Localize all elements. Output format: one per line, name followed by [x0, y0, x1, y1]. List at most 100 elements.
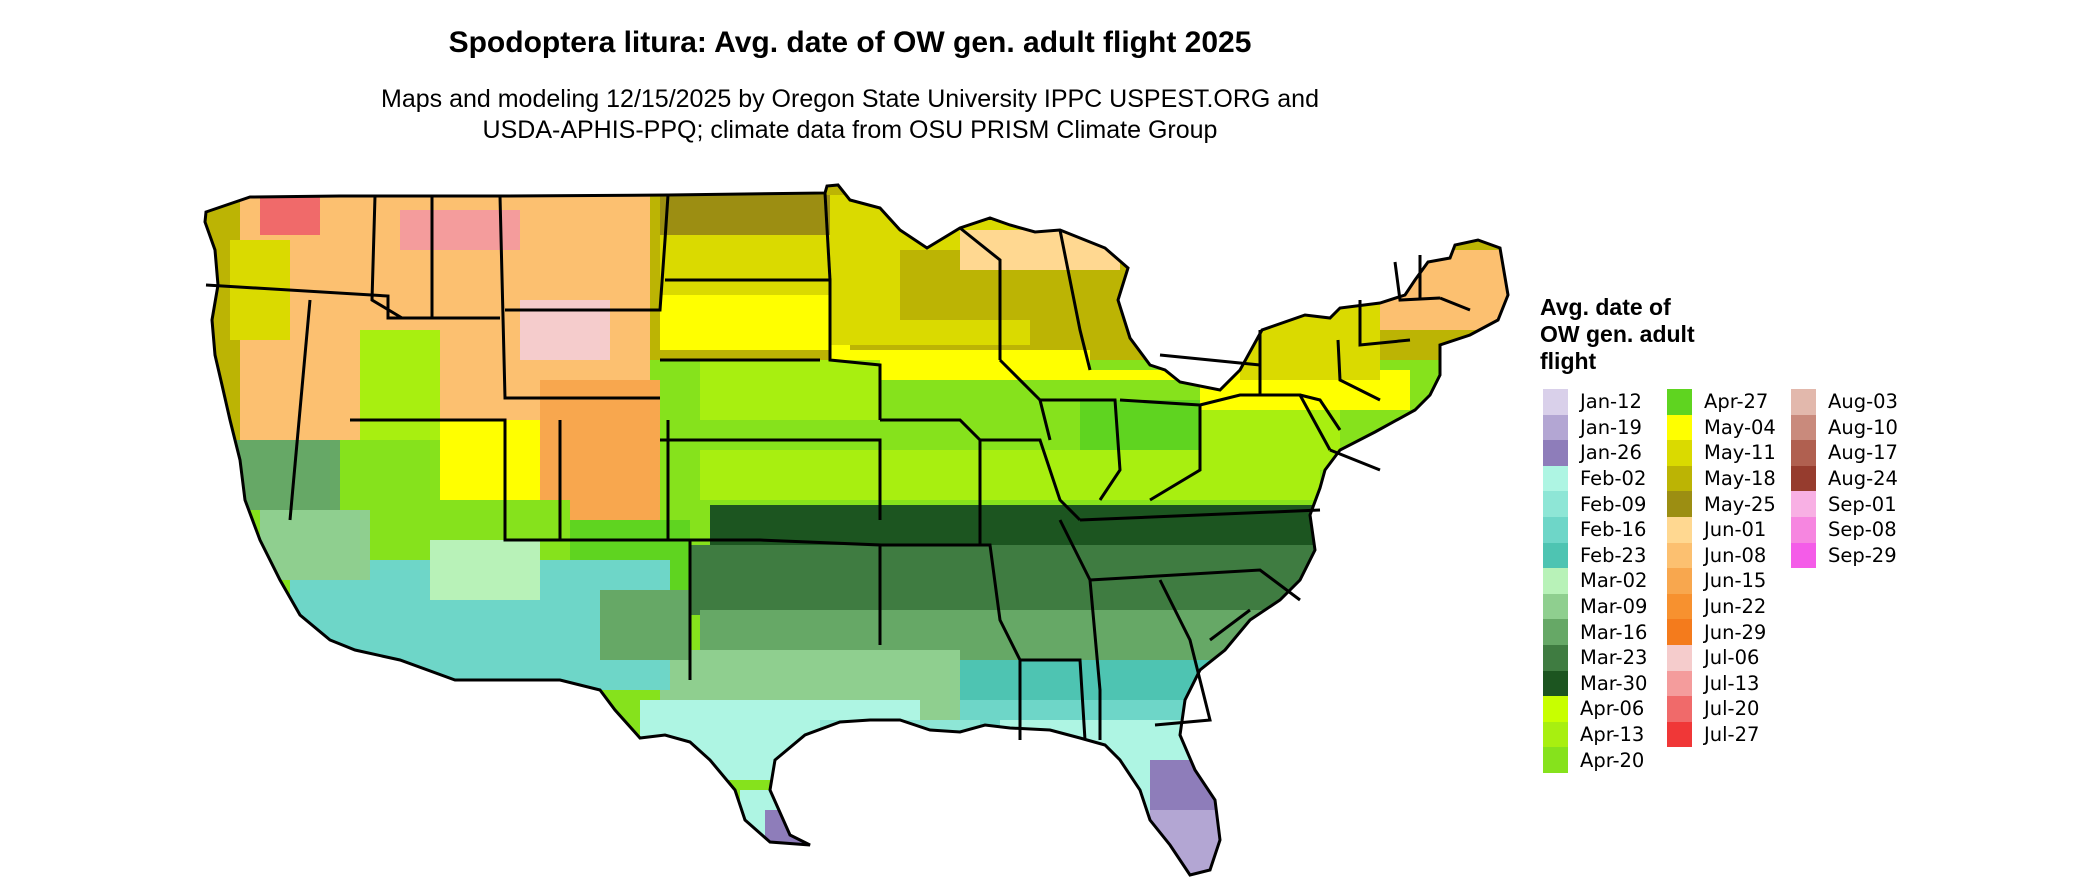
legend-item: Jan-19	[1543, 414, 1667, 441]
legend-item: Jul-06	[1667, 644, 1791, 671]
legend-label: Jul-27	[1704, 723, 1760, 747]
legend-item: Jun-01	[1667, 516, 1791, 543]
legend-swatch	[1667, 593, 1692, 620]
legend-label: Jul-13	[1704, 671, 1760, 695]
legend-column-3: Aug-03 Aug-10 Aug-17 Aug-24 Sep-01 Sep-08 Sep-…	[1791, 389, 1915, 773]
legend: Jan-12 Jan-19 Jan-26 Feb-02 Feb-09 Feb-16 Feb-…	[1543, 389, 1915, 773]
legend-item: Apr-20	[1543, 747, 1667, 773]
legend-item: Feb-02	[1543, 465, 1667, 492]
legend-label: Apr-06	[1580, 697, 1645, 721]
legend-item: May-18	[1667, 465, 1791, 492]
legend-swatch	[1543, 644, 1568, 671]
legend-label: Mar-02	[1580, 569, 1648, 593]
map-subtitle: Maps and modeling 12/15/2025 by Oregon S…	[0, 84, 1700, 146]
legend-title: Avg. date of OW gen. adult flight	[1540, 294, 1780, 375]
legend-swatch	[1791, 542, 1816, 569]
legend-label: Jun-08	[1704, 543, 1767, 567]
legend-item: Sep-01	[1791, 491, 1915, 517]
legend-label: Mar-09	[1580, 595, 1648, 619]
legend-item: Feb-09	[1543, 491, 1667, 517]
legend-swatch	[1791, 440, 1816, 466]
legend-swatch	[1667, 619, 1692, 645]
legend-item: Aug-10	[1791, 414, 1915, 441]
legend-item: Apr-13	[1543, 721, 1667, 748]
legend-swatch	[1543, 593, 1568, 620]
legend-item: May-11	[1667, 440, 1791, 466]
legend-label: Feb-23	[1580, 543, 1647, 567]
legend-item: Jan-26	[1543, 440, 1667, 466]
legend-swatch	[1543, 516, 1568, 543]
legend-label: Feb-09	[1580, 492, 1647, 516]
legend-item: Aug-24	[1791, 465, 1915, 492]
legend-swatch	[1543, 414, 1568, 441]
legend-label: Jan-26	[1580, 441, 1642, 465]
legend-item: Mar-02	[1543, 568, 1667, 594]
legend-swatch	[1791, 389, 1816, 415]
legend-item: May-04	[1667, 414, 1791, 441]
legend-swatch	[1543, 542, 1568, 569]
legend-item: Sep-29	[1791, 542, 1915, 569]
legend-title-line-3: flight	[1540, 348, 1597, 374]
legend-swatch	[1667, 542, 1692, 569]
legend-swatch	[1543, 721, 1568, 748]
legend-label: Sep-01	[1828, 492, 1897, 516]
legend-label: Aug-17	[1828, 441, 1898, 465]
legend-swatch	[1667, 389, 1692, 415]
legend-label: Jun-01	[1704, 518, 1767, 542]
legend-label: Mar-30	[1580, 671, 1648, 695]
legend-item: Aug-03	[1791, 389, 1915, 415]
legend-item: Apr-27	[1667, 389, 1791, 415]
legend-title-line-1: Avg. date of	[1540, 294, 1671, 320]
legend-swatch	[1667, 721, 1692, 748]
legend-label: May-18	[1704, 467, 1776, 491]
subtitle-line-1: Maps and modeling 12/15/2025 by Oregon S…	[381, 85, 1319, 113]
subtitle-line-2: USDA-APHIS-PPQ; climate data from OSU PR…	[482, 116, 1218, 144]
legend-item: Jul-27	[1667, 721, 1791, 748]
legend-label: Apr-20	[1580, 748, 1645, 772]
legend-label: Jun-29	[1704, 620, 1767, 644]
legend-label: Jun-22	[1704, 595, 1767, 619]
legend-label: Feb-16	[1580, 518, 1647, 542]
legend-swatch	[1543, 440, 1568, 466]
legend-item: Mar-30	[1543, 670, 1667, 697]
legend-item: Mar-09	[1543, 593, 1667, 620]
legend-column-1: Jan-12 Jan-19 Jan-26 Feb-02 Feb-09 Feb-16 Feb-…	[1543, 389, 1667, 773]
legend-label: Aug-24	[1828, 467, 1898, 491]
legend-swatch	[1791, 414, 1816, 441]
legend-item: Apr-06	[1543, 696, 1667, 722]
state-borders	[203, 183, 1510, 877]
legend-item: Jul-20	[1667, 696, 1791, 722]
legend-swatch	[1667, 414, 1692, 441]
legend-label: May-25	[1704, 492, 1776, 516]
legend-swatch	[1543, 619, 1568, 645]
legend-swatch	[1791, 491, 1816, 517]
legend-swatch	[1543, 670, 1568, 697]
legend-item: Mar-23	[1543, 644, 1667, 671]
legend-item: Feb-16	[1543, 516, 1667, 543]
legend-swatch	[1543, 696, 1568, 722]
legend-swatch	[1667, 516, 1692, 543]
legend-item: Jan-12	[1543, 389, 1667, 415]
legend-label: Jan-19	[1580, 415, 1642, 439]
legend-item: Jun-22	[1667, 593, 1791, 620]
legend-item: Aug-17	[1791, 440, 1915, 466]
legend-swatch	[1791, 465, 1816, 492]
legend-label: Jan-12	[1580, 390, 1642, 414]
legend-swatch	[1667, 465, 1692, 492]
legend-label: Aug-10	[1828, 415, 1898, 439]
legend-swatch	[1791, 516, 1816, 543]
legend-item: Feb-23	[1543, 542, 1667, 569]
legend-swatch	[1543, 465, 1568, 492]
legend-swatch	[1667, 644, 1692, 671]
legend-label: Apr-13	[1580, 723, 1645, 747]
legend-item: Jun-08	[1667, 542, 1791, 569]
legend-label: Sep-08	[1828, 518, 1897, 542]
legend-label: Sep-29	[1828, 543, 1897, 567]
legend-item: Mar-16	[1543, 619, 1667, 645]
legend-item: Jun-29	[1667, 619, 1791, 645]
legend-swatch	[1667, 440, 1692, 466]
legend-swatch	[1667, 491, 1692, 517]
legend-title-line-2: OW gen. adult	[1540, 321, 1695, 347]
legend-column-2: Apr-27 May-04 May-11 May-18 May-25 Jun-01 Jun-…	[1667, 389, 1791, 773]
